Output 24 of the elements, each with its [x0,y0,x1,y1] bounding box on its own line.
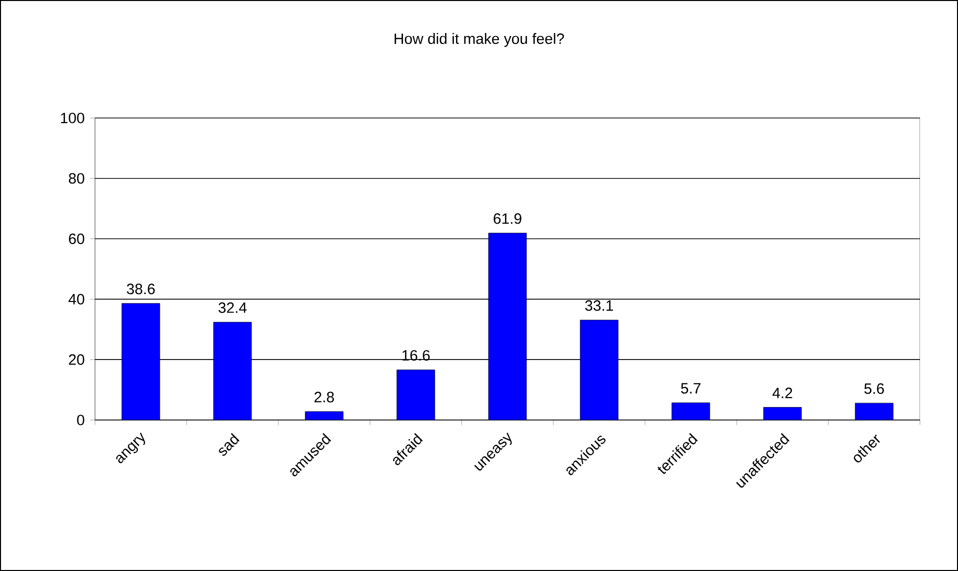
data-label: 61.9 [494,213,522,224]
bar [488,233,527,420]
x-tick-label: sad [218,433,240,456]
y-tick-label: 100 [61,112,84,124]
y-tick-label: 80 [68,173,84,184]
bar [672,402,710,420]
bar [854,402,894,420]
y-tick-label: 0 [77,414,84,426]
data-label: 4.2 [772,388,792,398]
bar [396,370,435,420]
y-tick-label: 20 [68,354,84,365]
bar [214,322,252,420]
y-tick-label: 60 [68,233,84,244]
bar [764,407,802,420]
bar [122,303,160,420]
data-label: 5.6 [864,383,884,394]
data-label: 32.4 [218,302,247,313]
data-label: 2.8 [314,392,334,402]
y-tick-label: 40 [68,294,84,304]
bar [580,320,618,420]
data-label: 38.6 [126,284,155,294]
data-label: 5.7 [681,383,700,394]
chart-title: How did it make you feel? [394,33,564,47]
data-label: 33.1 [585,300,613,311]
